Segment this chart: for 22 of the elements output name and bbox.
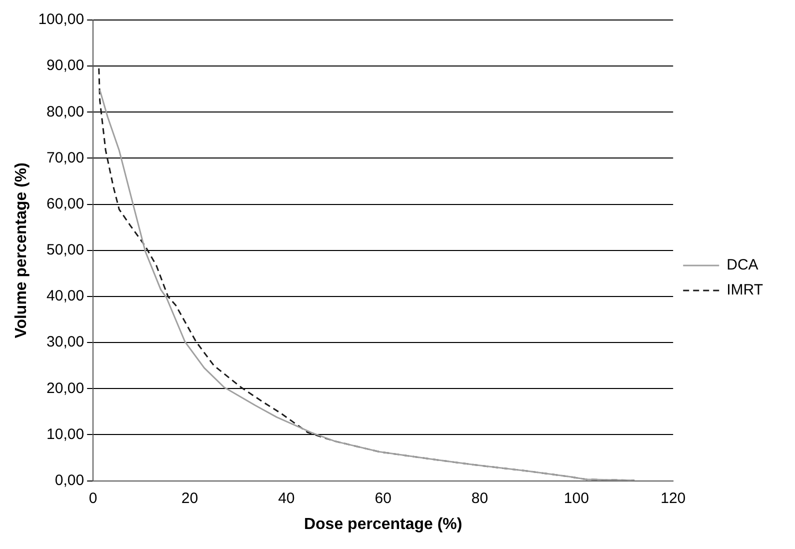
y-tick-label: 90,00 xyxy=(46,57,84,74)
x-axis-title: Dose percentage (%) xyxy=(304,516,462,533)
y-tick-label: 60,00 xyxy=(46,195,84,212)
legend-label: IMRT xyxy=(726,282,764,299)
x-tick-label: 0 xyxy=(88,490,98,507)
y-tick-label: 0,00 xyxy=(54,472,84,489)
y-tick-label: 70,00 xyxy=(46,149,84,166)
y-tick-label: 50,00 xyxy=(46,242,84,259)
y-tick-label: 20,00 xyxy=(46,380,84,397)
y-tick-label: 40,00 xyxy=(46,288,84,305)
x-tick-label: 120 xyxy=(660,490,686,507)
y-tick-label: 10,00 xyxy=(46,426,84,443)
y-tick-label: 100,00 xyxy=(38,11,84,28)
x-tick-label: 60 xyxy=(374,490,392,507)
x-tick-label: 40 xyxy=(278,490,295,507)
legend-label: DCA xyxy=(726,256,758,274)
x-tick-label: 80 xyxy=(471,490,488,507)
x-tick-label: 20 xyxy=(181,490,198,507)
y-tick-label: 30,00 xyxy=(46,334,84,351)
y-tick-label: 80,00 xyxy=(46,103,84,120)
x-tick-label: 100 xyxy=(564,490,589,507)
y-axis-title: Volume percentage (%) xyxy=(13,162,30,338)
